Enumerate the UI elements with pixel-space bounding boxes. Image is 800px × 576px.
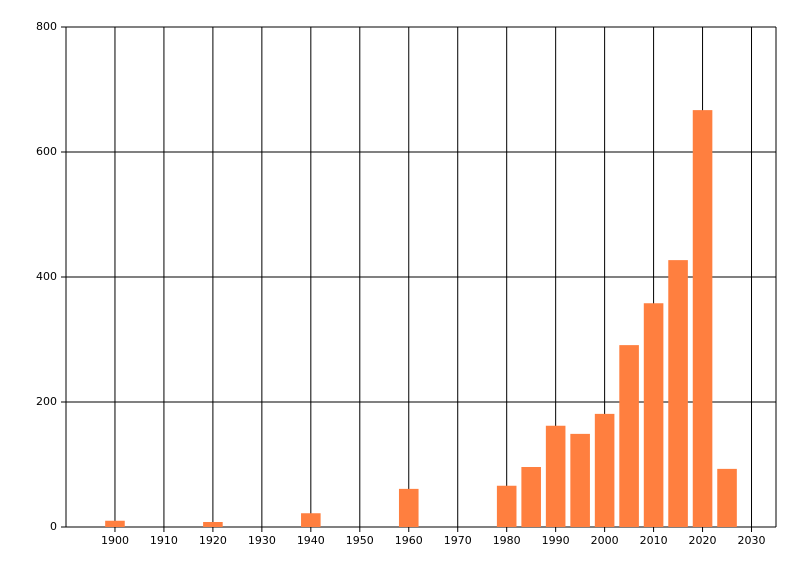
x-tick-label: 1990 [542, 534, 570, 547]
bar [545, 425, 566, 527]
bar [521, 467, 541, 527]
bar [692, 110, 713, 527]
x-tick-label: 1980 [493, 534, 521, 547]
bar [643, 303, 664, 527]
x-tick-label: 2010 [640, 534, 668, 547]
bar [668, 260, 688, 527]
bar [717, 468, 737, 527]
bar [570, 433, 590, 527]
bar [105, 520, 125, 527]
x-tick-label: 1960 [395, 534, 423, 547]
x-tick-label: 1950 [346, 534, 374, 547]
x-tick-label: 1920 [199, 534, 227, 547]
y-tick-label: 400 [36, 270, 57, 283]
bar [301, 513, 321, 527]
x-tick-label: 1910 [150, 534, 178, 547]
bar [496, 485, 517, 527]
y-tick-label: 0 [50, 520, 57, 533]
x-tick-label: 1900 [101, 534, 129, 547]
x-tick-label: 1940 [297, 534, 325, 547]
x-tick-label: 2020 [689, 534, 717, 547]
bar [594, 413, 615, 527]
x-tick-label: 1970 [444, 534, 472, 547]
y-tick-label: 800 [36, 20, 57, 33]
x-tick-label: 2000 [591, 534, 619, 547]
bar [203, 522, 223, 527]
y-tick-label: 600 [36, 145, 57, 158]
x-tick-label: 1930 [248, 534, 276, 547]
y-tick-label: 200 [36, 395, 57, 408]
bar [398, 488, 419, 527]
bar [619, 345, 639, 527]
x-tick-label: 2030 [738, 534, 766, 547]
